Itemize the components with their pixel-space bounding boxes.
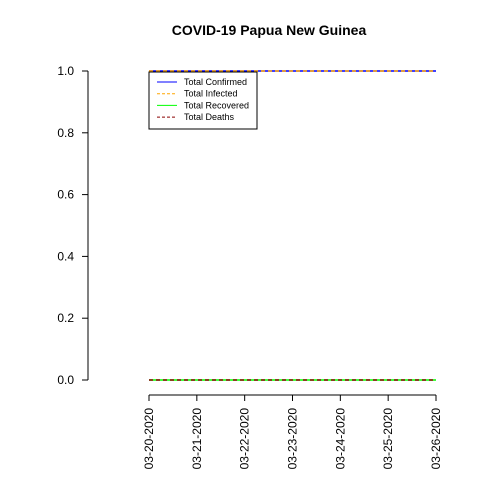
y-tick-label: 0.8 [57, 126, 74, 140]
series-lines [149, 70, 436, 381]
x-tick-label: 03-25-2020 [381, 408, 395, 470]
y-tick-label: 0.0 [57, 373, 74, 387]
legend-label: Total Confirmed [184, 77, 247, 87]
legend-label: Total Infected [184, 89, 238, 99]
x-tick-label: 03-22-2020 [238, 408, 252, 470]
y-tick-label: 0.4 [57, 249, 74, 263]
x-tick-label: 03-26-2020 [429, 408, 443, 470]
y-axis-ticks: 0.0 0.2 0.4 0.6 0.8 1.0 [57, 64, 88, 387]
y-tick-label: 0.2 [57, 311, 74, 325]
legend-label: Total Recovered [184, 100, 249, 110]
x-axis-ticks: 03-20-2020 03-21-2020 03-22-2020 03-23-2020… [142, 395, 443, 469]
x-tick-label: 03-24-2020 [333, 408, 347, 470]
y-tick-label: 1.0 [57, 64, 74, 78]
x-tick-label: 03-23-2020 [286, 408, 300, 470]
x-tick-label: 03-21-2020 [190, 408, 204, 470]
y-tick-label: 0.6 [57, 188, 74, 202]
chart-title: COVID-19 Papua New Guinea [172, 22, 367, 38]
x-tick-label: 03-20-2020 [142, 408, 156, 470]
legend-label: Total Deaths [184, 112, 235, 122]
legend-box [148, 71, 258, 130]
